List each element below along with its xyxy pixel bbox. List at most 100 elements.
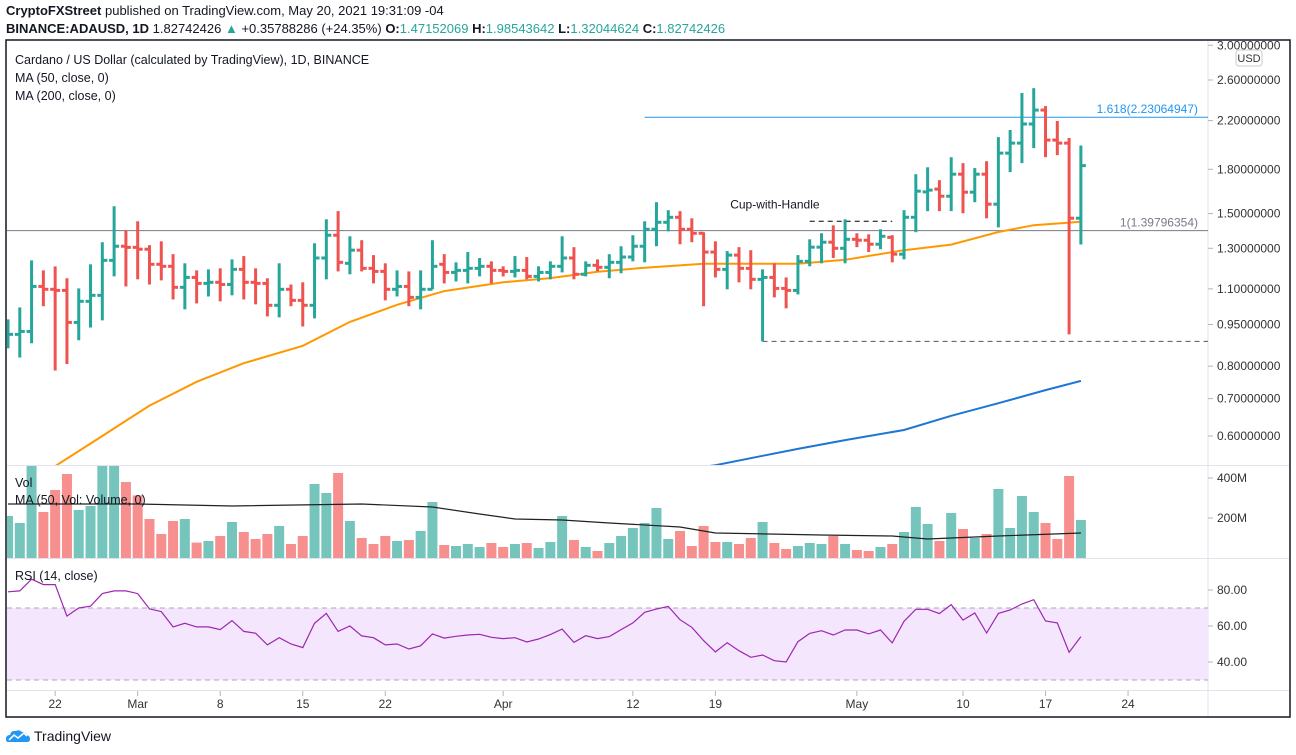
time-axis-label: Apr xyxy=(494,697,513,711)
volume-bar xyxy=(533,548,544,558)
publisher-name[interactable]: CryptoFXStreet xyxy=(6,3,102,18)
volume-bar xyxy=(651,508,662,558)
tradingview-logo[interactable]: TradingView xyxy=(6,728,111,744)
ohlc-bar xyxy=(828,225,839,259)
symbol-quote-line: BINANCE:ADAUSD, 1D 1.82742426 ▲ +0.35788… xyxy=(6,21,725,36)
ohlc-bar xyxy=(733,247,744,283)
rsi-line xyxy=(7,578,1082,663)
legend-volume-ma[interactable]: MA (50, Vol: Volume, 0) xyxy=(15,493,146,507)
price-axis-label: 0.80000000 xyxy=(1217,359,1281,373)
volume-bar xyxy=(403,540,414,558)
fib-1-label: 1(1.39796354) xyxy=(1120,216,1198,230)
volume-bar xyxy=(73,510,84,558)
legend-title: Cardano / US Dollar (calculated by Tradi… xyxy=(15,53,370,67)
legend-rsi[interactable]: RSI (14, close) xyxy=(15,569,98,583)
ma200-line xyxy=(709,379,1082,465)
ohlc-bar xyxy=(285,284,296,307)
ohlc-bar xyxy=(168,254,179,300)
volume-bar xyxy=(899,532,910,558)
volume-bar xyxy=(238,532,249,558)
ohlc-bar xyxy=(262,278,273,317)
volume-bar xyxy=(698,526,709,558)
ohlc-bar xyxy=(592,259,603,272)
price-axis-label: 0.70000000 xyxy=(1217,392,1281,406)
price-axis-label: 1.30000000 xyxy=(1217,241,1281,255)
ohlc-bar xyxy=(604,254,615,279)
legend-volume[interactable]: Vol xyxy=(15,476,33,490)
price-axis-label: 0.95000000 xyxy=(1217,317,1281,331)
ohlc-bar xyxy=(851,233,862,248)
time-axis-label: 10 xyxy=(956,697,970,711)
volume-bar xyxy=(250,539,261,558)
volume-bar xyxy=(781,549,792,558)
volume-bar xyxy=(993,489,1004,558)
ohlc-bar xyxy=(109,206,120,277)
ohlc-bar xyxy=(415,270,426,310)
volume-bar xyxy=(1040,523,1051,558)
ohlc-bar xyxy=(61,278,72,365)
time-axis-label: 22 xyxy=(48,697,62,711)
volume-bar xyxy=(981,534,992,558)
volume-bar xyxy=(380,536,391,558)
time-axis-label: May xyxy=(846,697,869,711)
legend-ma200[interactable]: MA (200, close, 0) xyxy=(15,89,116,103)
volume-bar xyxy=(557,516,568,558)
ohlc-bar xyxy=(863,234,874,253)
volume-bar xyxy=(50,490,61,558)
volume-bar xyxy=(321,493,332,558)
ohlc-bar xyxy=(675,211,686,245)
volume-bar xyxy=(722,542,733,558)
high-value: 1.98543642 xyxy=(485,21,555,36)
ohlc-bar xyxy=(309,243,320,319)
ohlc-bar xyxy=(757,269,768,342)
cup-with-handle-label: Cup-with-Handle xyxy=(730,198,820,212)
ohlc-bar xyxy=(509,256,520,278)
ohlc-bar xyxy=(227,259,238,296)
ohlc-bar xyxy=(50,266,61,371)
ohlc-bar xyxy=(38,270,49,307)
volume-bar xyxy=(757,522,768,558)
ohlc-bar xyxy=(533,266,544,282)
volume-bar xyxy=(132,495,143,558)
ohlc-bar xyxy=(686,218,697,243)
price-axis-label: 1.10000000 xyxy=(1217,282,1281,296)
ohlc-bar xyxy=(498,266,509,277)
ohlc-bar xyxy=(804,239,815,267)
time-axis-label: 19 xyxy=(709,697,723,711)
volume-bar xyxy=(285,544,296,558)
price-axis-label: 1.80000000 xyxy=(1217,162,1281,176)
chart-frame xyxy=(5,39,1291,718)
volume-bar xyxy=(509,544,520,558)
legend-ma50[interactable]: MA (50, close, 0) xyxy=(15,71,109,85)
price-pane xyxy=(7,88,1208,465)
symbol-name: BINANCE:ADAUSD, 1D xyxy=(6,21,150,36)
ohlc-bar xyxy=(887,235,898,263)
ohlc-bar xyxy=(875,229,886,250)
ohlc-bar xyxy=(957,163,968,214)
volume-bar xyxy=(545,542,556,558)
ohlc-bar xyxy=(238,256,249,300)
volume-bar xyxy=(368,544,379,558)
volume-pane xyxy=(7,466,1086,558)
volume-bar xyxy=(451,546,462,558)
ohlc-bar xyxy=(120,230,131,287)
price-axis-label: 0.60000000 xyxy=(1217,429,1281,443)
ohlc-bar xyxy=(7,319,13,349)
ohlc-bar xyxy=(981,161,992,219)
volume-bar xyxy=(203,541,214,558)
ohlc-bar xyxy=(321,219,332,280)
ohlc-bar xyxy=(1064,138,1075,335)
volume-bar xyxy=(863,551,874,558)
price-axis-label: 2.20000000 xyxy=(1217,114,1281,128)
currency-badge-box xyxy=(1235,49,1263,67)
last-price: 1.82742426 xyxy=(152,21,222,36)
volume-axis-label: 200M xyxy=(1217,511,1247,525)
volume-bar xyxy=(910,507,921,558)
ohlc-bar xyxy=(26,260,37,344)
ohlc-bar xyxy=(14,307,25,358)
ohlc-bar xyxy=(191,270,202,304)
ohlc-bar xyxy=(297,282,308,327)
volume-bar xyxy=(792,546,803,558)
volume-bar xyxy=(816,544,827,558)
